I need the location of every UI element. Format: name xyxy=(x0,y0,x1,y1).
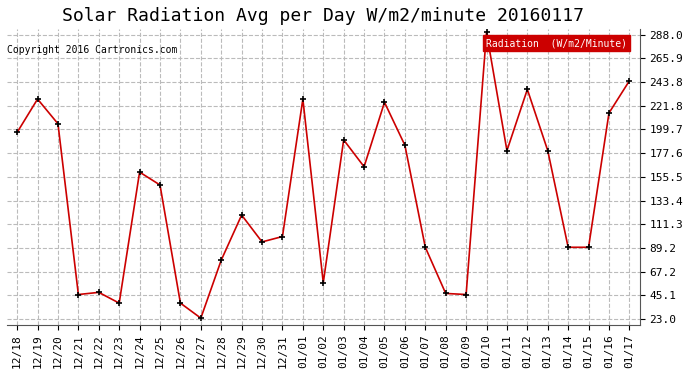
Title: Solar Radiation Avg per Day W/m2/minute 20160117: Solar Radiation Avg per Day W/m2/minute … xyxy=(62,7,584,25)
Text: Radiation  (W/m2/Minute): Radiation (W/m2/Minute) xyxy=(486,38,627,48)
Text: Copyright 2016 Cartronics.com: Copyright 2016 Cartronics.com xyxy=(7,45,177,55)
